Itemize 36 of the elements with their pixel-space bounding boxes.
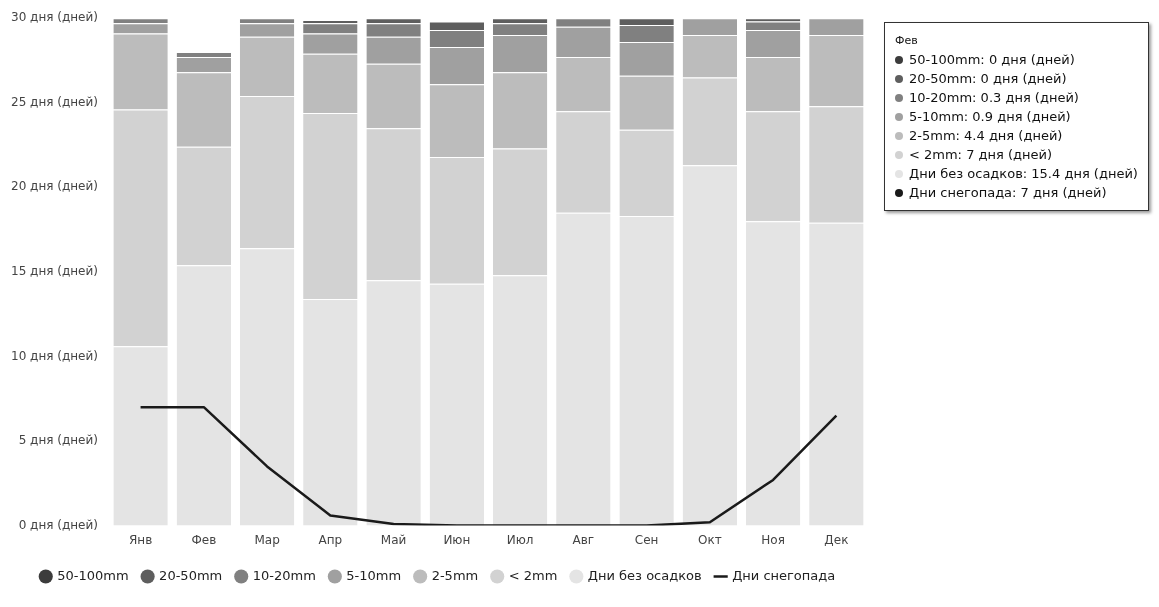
x-tick-label: Сен — [634, 532, 659, 547]
legend-label: Дни без осадков — [587, 567, 702, 583]
legend-label: 10-20mm — [252, 567, 316, 583]
legend-label: 2-5mm — [431, 567, 479, 583]
y-tick-label: 25 дня (дней) — [10, 94, 98, 109]
x-tick-label: Фев — [191, 532, 217, 547]
x-tick-label: Июл — [506, 532, 534, 547]
y-tick-label: 5 дня (дней) — [18, 433, 98, 448]
text: 2-5mm: 4.4 дня (дней) — [909, 127, 1063, 145]
x-tick-label: Ноя — [761, 532, 785, 547]
y-tick-label: 20 дня (дней) — [10, 179, 98, 194]
x-tick-label: Апр — [318, 532, 343, 547]
text: 5-10mm: 0.9 дня (дней) — [909, 108, 1071, 126]
x-tick-label: Окт — [698, 532, 722, 547]
legend-label: 5-10mm — [346, 567, 402, 583]
x-tick-label: Янв — [128, 532, 153, 547]
text: 10-20mm: 0.3 дня (дней) — [909, 89, 1079, 107]
x-tick-label: Дек — [824, 532, 849, 547]
legend-label: < 2mm — [508, 567, 558, 583]
legend-label: 20-50mm — [159, 567, 223, 583]
y-tick-label: 0 дня (дней) — [18, 517, 98, 532]
text: Дни снегопада: 7 дня (дней) — [909, 184, 1107, 202]
x-tick-label: Май — [380, 532, 407, 547]
y-tick-label: 10 дня (дней) — [10, 348, 98, 363]
text: Фев — [895, 33, 918, 49]
text: 50-100mm: 0 дня (дней) — [909, 51, 1075, 69]
legend-label: Дни снегопада — [732, 567, 836, 583]
text: Дни без осадков: 15.4 дня (дней) — [909, 165, 1138, 183]
x-tick-label: Июн — [443, 532, 471, 547]
legend-label: 50-100mm — [57, 567, 129, 583]
x-tick-label: Авг — [572, 532, 595, 547]
x-tick-label: Мар — [254, 532, 280, 547]
text: < 2mm: 7 дня (дней) — [909, 146, 1053, 164]
y-tick-label: 30 дня (дней) — [10, 10, 98, 25]
text: 20-50mm: 0 дня (дней) — [909, 70, 1067, 88]
y-tick-label: 15 дня (дней) — [10, 264, 98, 279]
